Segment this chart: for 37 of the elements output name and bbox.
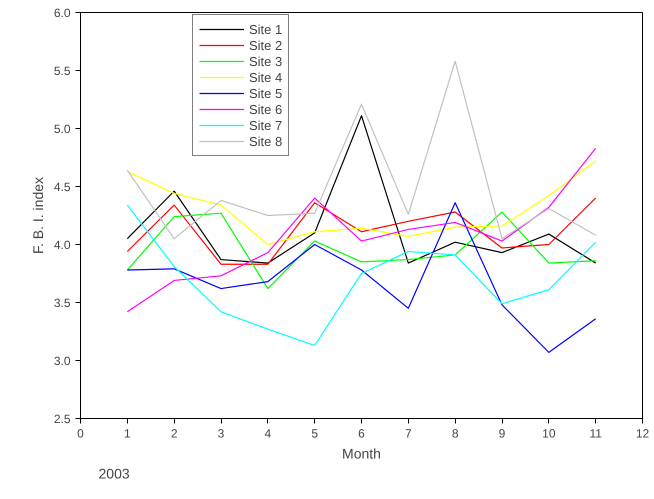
x-axis-title: Month	[342, 446, 381, 462]
y-axis-title: F. B. I. index	[30, 176, 46, 254]
line-series	[126, 198, 596, 265]
y-tick-label: 5.5	[54, 64, 71, 78]
y-tick-label: 3.0	[54, 354, 71, 368]
legend-label: Site 4	[249, 69, 282, 85]
line-series	[126, 148, 596, 312]
legend-label: Site 1	[249, 21, 282, 37]
y-tick-label: 4.0	[54, 238, 71, 252]
text: 2003	[98, 466, 130, 482]
x-tick-label: 6	[358, 426, 366, 440]
y-tick-label: 2.5	[54, 412, 71, 426]
x-tick-label: 4	[264, 426, 272, 440]
line-series	[126, 211, 596, 290]
y-tick-label: 3.5	[54, 296, 71, 310]
legend-label: Site 6	[249, 101, 282, 117]
x-tick-label: 0	[77, 426, 84, 440]
line-series	[126, 115, 596, 264]
x-tick-label: 11	[589, 426, 602, 440]
x-tick-label: 12	[636, 426, 650, 440]
y-tick-label: 4.5	[54, 180, 71, 194]
legend-label: Site 5	[249, 85, 282, 101]
legend-label: Site 2	[249, 37, 282, 53]
line-series	[126, 160, 596, 246]
x-tick-label: 7	[404, 426, 412, 440]
x-tick-label: 2	[170, 426, 178, 440]
y-tick-label: 5.0	[54, 122, 71, 136]
x-tick-label: 8	[452, 426, 459, 440]
y-tick-label: 6.0	[54, 6, 71, 20]
x-tick-label: 1	[124, 426, 131, 440]
legend-label: Site 3	[249, 53, 282, 69]
x-tick-label: 5	[311, 426, 318, 440]
x-tick-label: 3	[218, 426, 225, 440]
legend-label: Site 7	[249, 117, 282, 133]
x-tick-label: 10	[542, 426, 556, 440]
legend-label: Site 8	[249, 133, 282, 149]
x-tick-label: 9	[498, 426, 506, 440]
